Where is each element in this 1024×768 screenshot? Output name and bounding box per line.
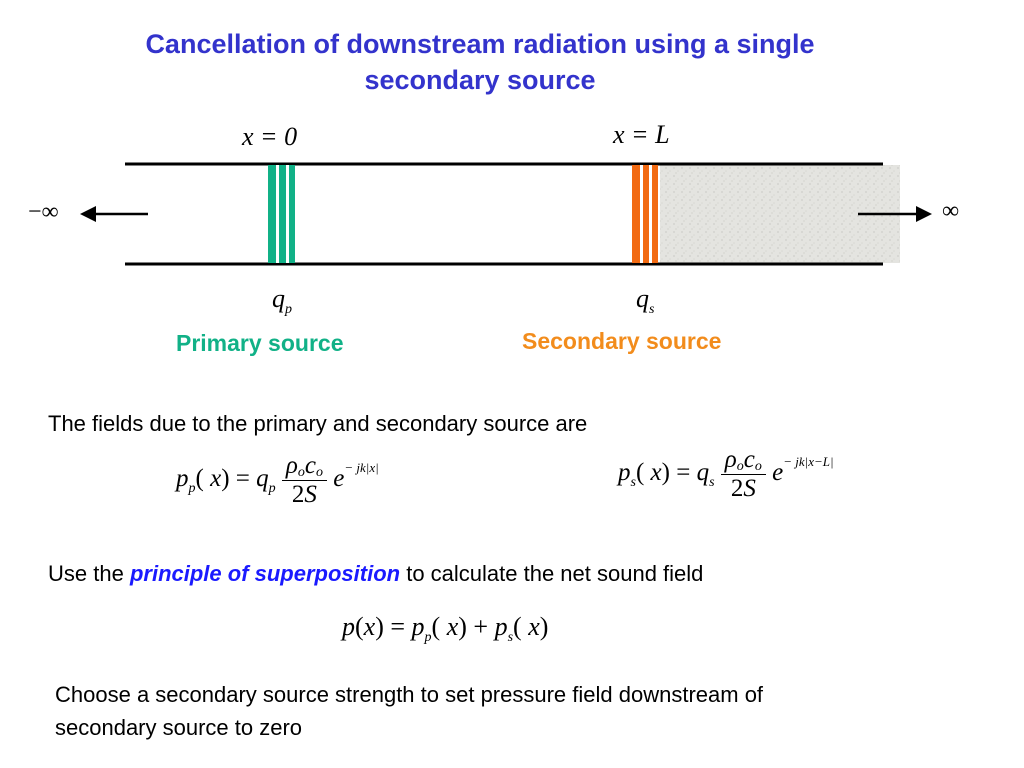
secondary-source-label: Secondary source	[522, 328, 722, 354]
equation-net-field: p(x) = pp( x) + ps( x)	[342, 612, 549, 645]
fields-intro-text: The fields due to the primary and second…	[48, 411, 588, 436]
title-line-2: secondary source	[364, 65, 596, 95]
superposition-sentence: Use the principle of superposition to ca…	[48, 561, 704, 586]
label-x-zero: x = 0	[242, 122, 298, 151]
primary-source-label: Primary source	[176, 330, 344, 356]
principle-of-superposition: principle of superposition	[129, 561, 401, 586]
label-pos-infinity: ∞	[942, 198, 960, 224]
label-x-L: x = L	[613, 120, 670, 149]
slide-title: Cancellation of downstream radiation usi…	[40, 26, 920, 98]
label-qp: qp	[272, 284, 292, 317]
label-qs: qs	[636, 284, 655, 317]
title-line-1: Cancellation of downstream radiation usi…	[145, 29, 815, 59]
choose-strength-text: Choose a secondary source strength to se…	[55, 682, 764, 740]
secondary-source-marker	[632, 165, 658, 263]
primary-source-marker	[268, 165, 295, 263]
duct-diagram	[80, 162, 932, 266]
left-arrow-icon	[80, 206, 148, 222]
equation-secondary-field: ps( x) = qs ρoco 2S e− jk|x−L|	[618, 446, 834, 502]
equation-primary-field: pp( x) = qp ρoco 2S e− jk|x|	[176, 452, 379, 508]
right-arrow-icon	[858, 206, 932, 222]
label-neg-infinity: −∞	[28, 199, 59, 225]
